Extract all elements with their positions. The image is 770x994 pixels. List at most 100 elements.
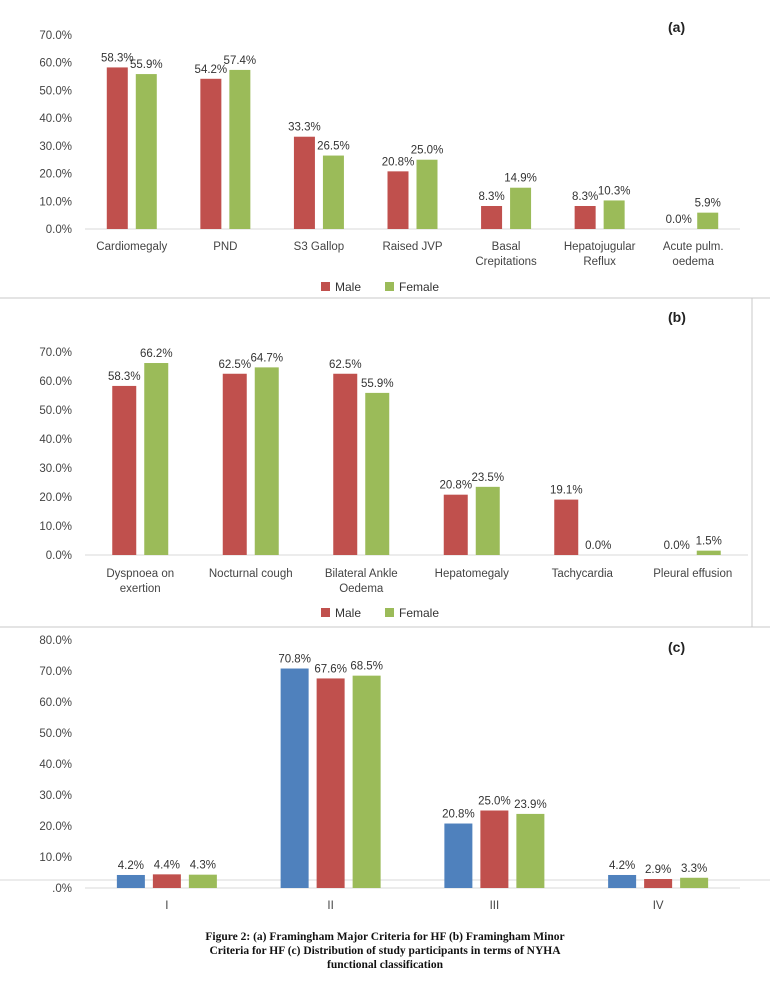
data-label: 8.3%	[478, 191, 504, 203]
category-label: Bilateral Ankle	[325, 568, 398, 580]
y-tick-label: 60.0%	[39, 697, 72, 709]
data-label: 57.4%	[224, 55, 257, 67]
data-label: 55.9%	[130, 59, 163, 71]
legend-swatch	[321, 608, 330, 617]
bar	[475, 486, 500, 555]
data-label: 19.1%	[550, 485, 583, 497]
data-label: 62.5%	[218, 359, 251, 371]
legend-label: Female	[399, 280, 439, 294]
data-label: 8.3%	[572, 191, 598, 203]
legend-swatch	[385, 282, 394, 291]
bar	[516, 813, 545, 888]
data-label: 2.9%	[645, 864, 671, 876]
legend-swatch	[321, 282, 330, 291]
data-label: 26.5%	[317, 141, 350, 153]
data-label: 25.0%	[411, 145, 444, 157]
bar	[443, 494, 468, 555]
data-label: 70.8%	[278, 654, 311, 666]
category-label: Hepatojugular	[564, 241, 636, 253]
y-tick-label: 70.0%	[39, 347, 72, 359]
bar	[481, 205, 503, 229]
category-label: exertion	[120, 583, 161, 595]
category-label: Basal	[492, 241, 521, 253]
bar	[229, 69, 251, 229]
caption-line-3: functional classification	[327, 959, 444, 971]
data-label: 14.9%	[504, 173, 537, 185]
category-label: IV	[653, 900, 664, 912]
bar	[696, 550, 721, 555]
bar	[280, 668, 309, 888]
caption-line-2: Criteria for HF (c) Distribution of stud…	[209, 945, 561, 957]
category-label: Pleural effusion	[653, 568, 732, 580]
y-tick-label: 40.0%	[39, 434, 72, 446]
y-tick-label: 0.0%	[46, 550, 72, 562]
y-tick-label: 0.0%	[46, 224, 72, 236]
bar	[444, 823, 473, 888]
y-tick-label: 60.0%	[39, 58, 72, 70]
y-tick-label: 30.0%	[39, 463, 72, 475]
y-tick-label: 50.0%	[39, 405, 72, 417]
data-label: 4.2%	[118, 860, 144, 872]
bar	[254, 367, 279, 555]
data-label: 68.5%	[350, 661, 383, 673]
bar	[603, 200, 625, 229]
panel-label: (c)	[668, 639, 685, 655]
category-label: Nocturnal cough	[209, 568, 293, 580]
chart-panel-a: 0.0% 10.0% 20.0% 30.0% 40.0% 50.0% 60.0% 70.0% (…	[39, 19, 740, 294]
bar	[316, 678, 345, 888]
y-tick-label: 50.0%	[39, 728, 72, 740]
bar	[333, 373, 358, 555]
legend-label: Male	[335, 280, 361, 294]
bar	[200, 78, 222, 229]
y-tick-label: 50.0%	[39, 85, 72, 97]
bar	[416, 159, 438, 229]
category-label: PND	[213, 241, 237, 253]
data-label: 20.8%	[382, 156, 415, 168]
data-label: 1.5%	[696, 536, 722, 548]
bar	[480, 810, 509, 888]
y-tick-label: 20.0%	[39, 821, 72, 833]
y-tick-label: 70.0%	[39, 666, 72, 678]
data-label: 55.9%	[361, 378, 394, 390]
data-label: 62.5%	[329, 359, 362, 371]
category-label: Reflux	[583, 256, 616, 268]
bar	[510, 187, 532, 229]
y-tick-label: 60.0%	[39, 376, 72, 388]
category-label: III	[490, 900, 500, 912]
category-label: S3 Gallop	[294, 241, 345, 253]
bar	[144, 363, 169, 555]
data-label: 20.8%	[442, 809, 475, 821]
category-label: Tachycardia	[552, 568, 614, 580]
bar	[152, 874, 181, 888]
data-label: 54.2%	[195, 64, 228, 76]
data-label: 23.9%	[514, 799, 547, 811]
bar	[680, 877, 709, 888]
data-label: 67.6%	[314, 663, 347, 675]
panel-label: (a)	[668, 19, 685, 35]
data-label: 4.2%	[609, 860, 635, 872]
category-label: Raised JVP	[382, 241, 442, 253]
bar	[554, 499, 579, 555]
bar	[293, 136, 315, 229]
y-tick-label: 30.0%	[39, 790, 72, 802]
y-tick-label: 10.0%	[39, 852, 72, 864]
data-label: 4.3%	[190, 860, 216, 872]
y-tick-label: 20.0%	[39, 492, 72, 504]
category-label: oedema	[672, 256, 714, 268]
chart-panel-b: 0.0% 10.0% 20.0% 30.0% 40.0% 50.0% 60.0% 70.0% (…	[39, 309, 748, 620]
y-tick-label: 40.0%	[39, 759, 72, 771]
data-label: 0.0%	[666, 214, 692, 226]
y-tick-label: 70.0%	[39, 30, 72, 42]
legend-label: Female	[399, 606, 439, 620]
chart-panel-c: .0% 10.0% 20.0% 30.0% 40.0% 50.0% 60.0% 70.0% 80…	[39, 635, 740, 912]
category-label: Crepitations	[475, 256, 537, 268]
category-label: Hepatomegaly	[435, 568, 509, 580]
bar	[135, 74, 157, 229]
category-label: Dyspnoea on	[106, 568, 174, 580]
data-label: 20.8%	[439, 480, 472, 492]
data-label: 4.4%	[154, 859, 180, 871]
y-tick-label: 40.0%	[39, 113, 72, 125]
data-label: 10.3%	[598, 185, 631, 197]
caption-line-1: Figure 2: (a) Framingham Major Criteria …	[205, 931, 564, 943]
